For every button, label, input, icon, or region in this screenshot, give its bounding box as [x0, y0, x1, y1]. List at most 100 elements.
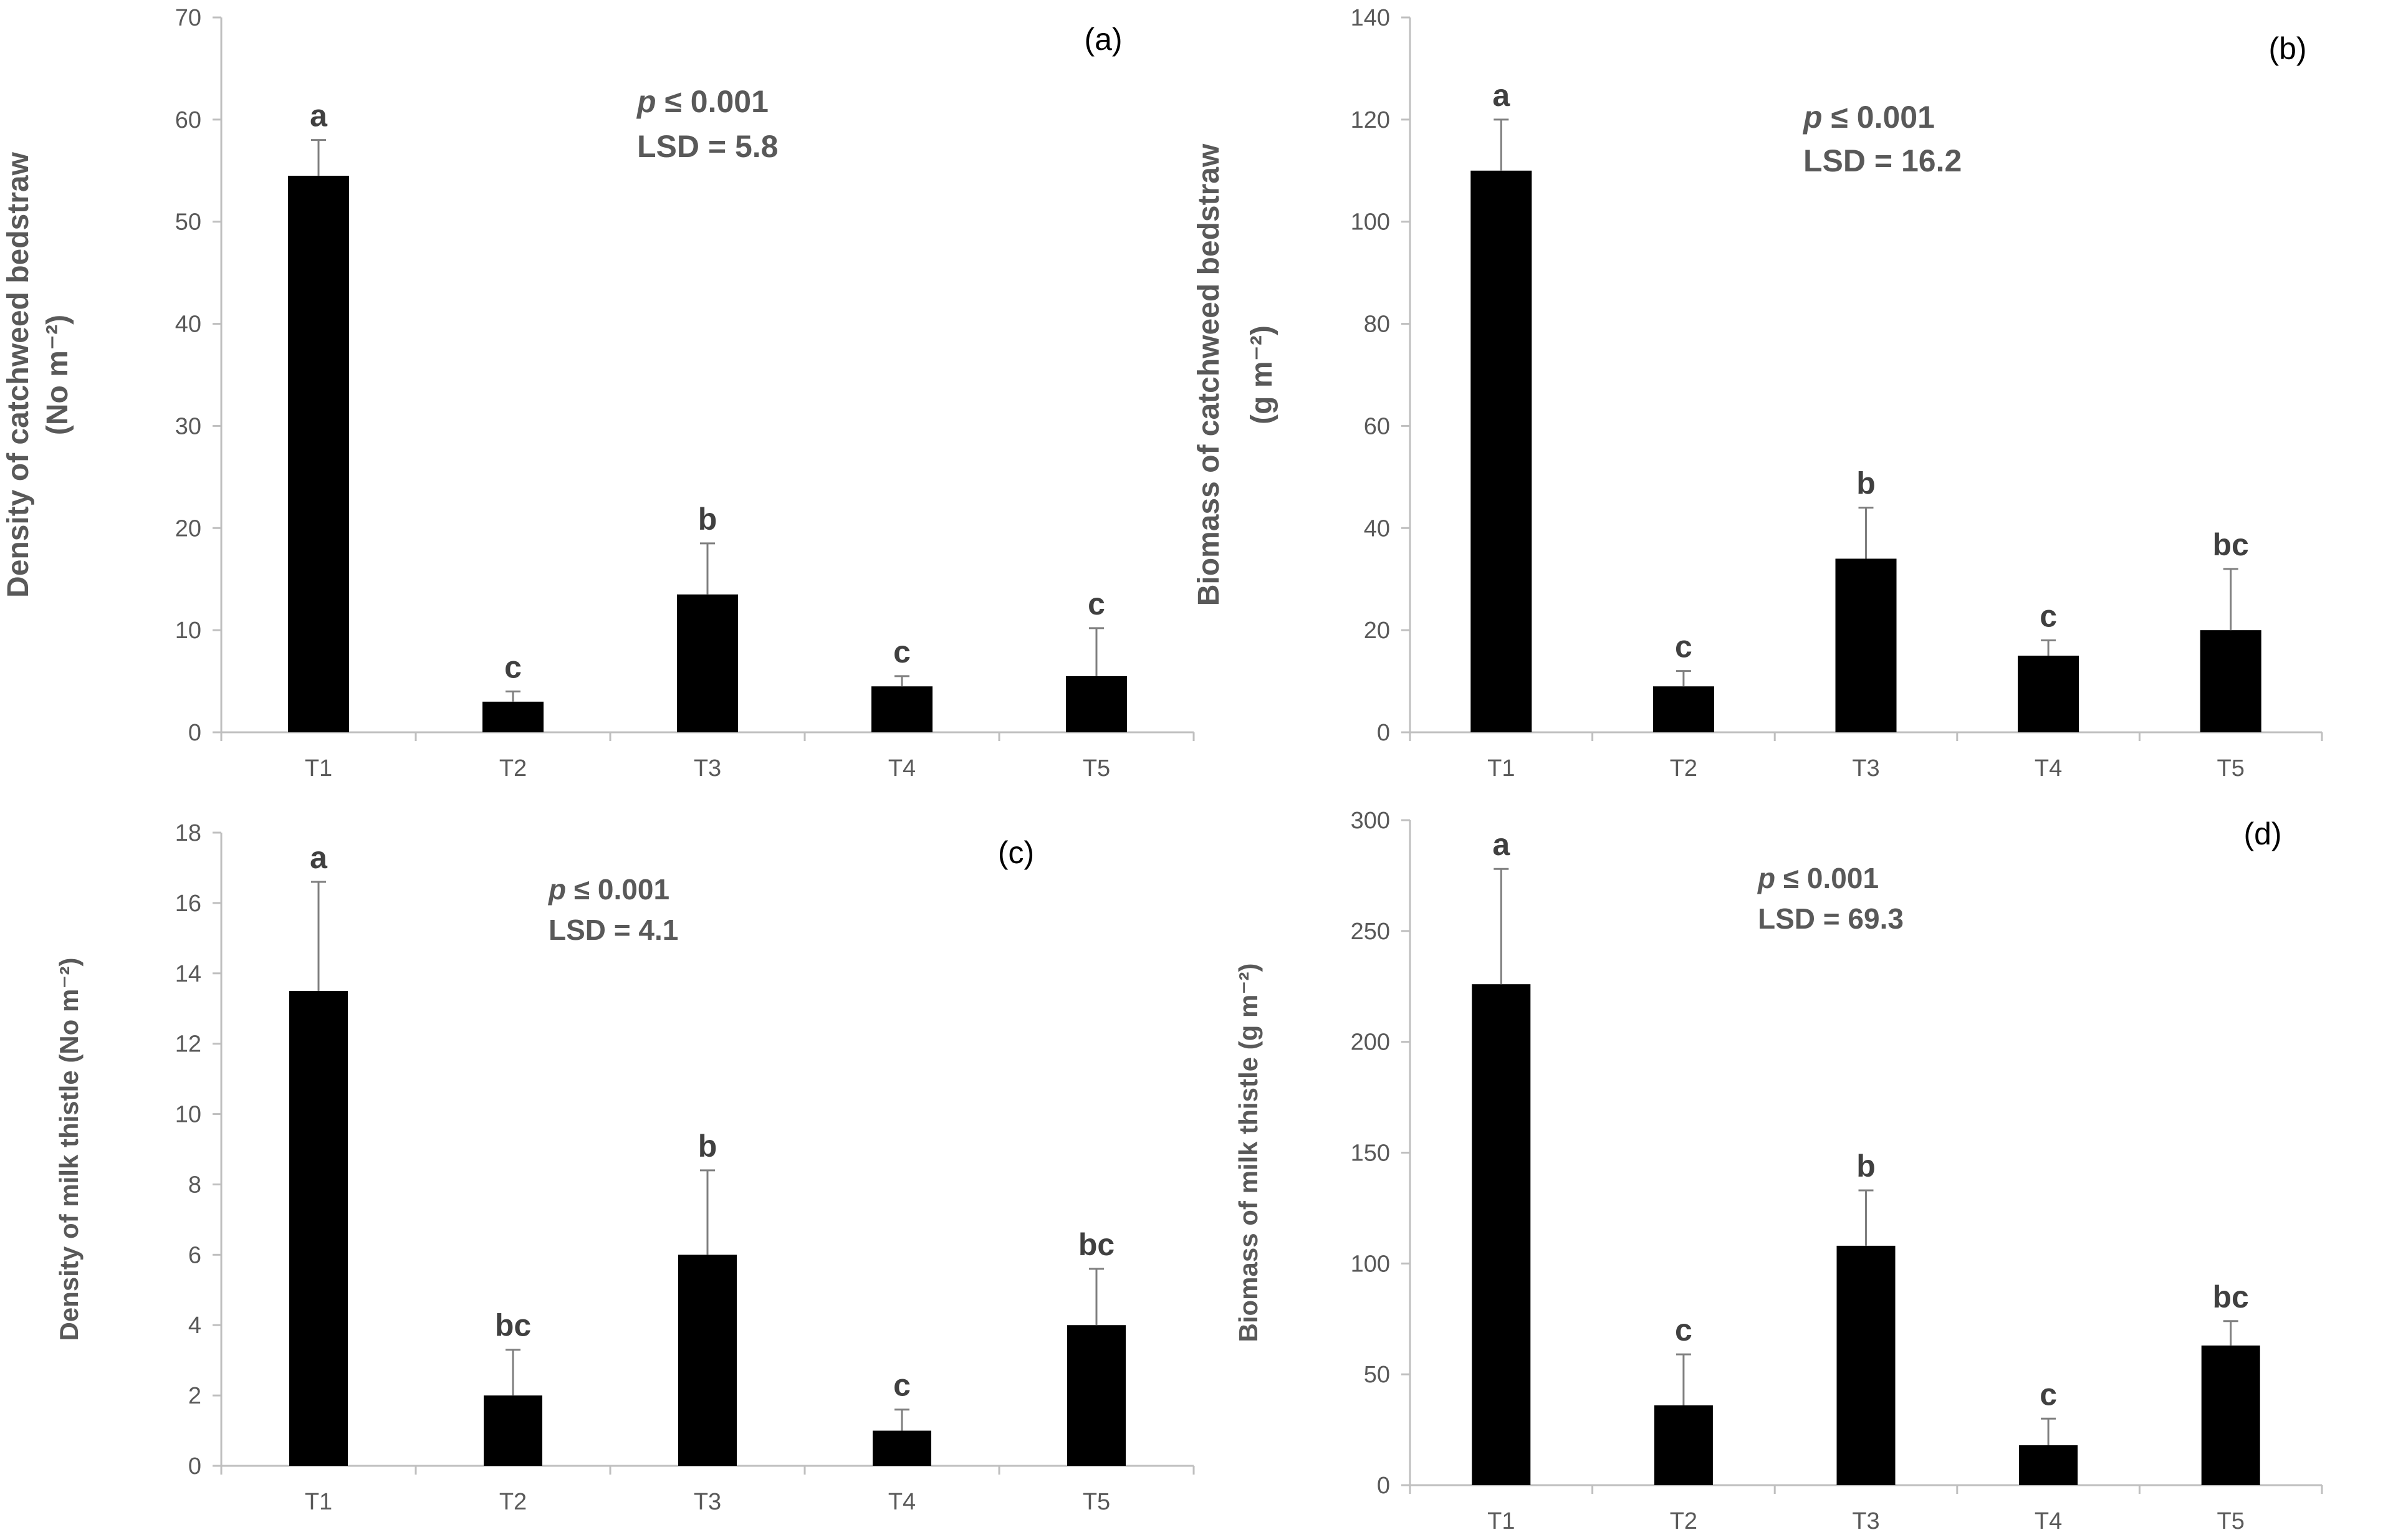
y-tick-label: 150 [1351, 1141, 1390, 1167]
y-tick-label: 0 [1377, 720, 1390, 746]
lsd-annotation: LSD = 4.1 [549, 914, 678, 946]
bar-t2 [1654, 1405, 1713, 1485]
significance-letter: b [698, 1129, 717, 1164]
y-tick-label: 300 [1351, 808, 1390, 834]
bar-t3 [678, 1255, 737, 1466]
significance-letter: a [1492, 827, 1510, 862]
lsd-annotation: LSD = 16.2 [1803, 143, 1962, 178]
significance-letter: c [893, 634, 911, 669]
x-tick-label: T1 [1487, 755, 1515, 782]
y-tick-label: 10 [175, 1102, 201, 1128]
x-tick-label: T4 [2035, 755, 2062, 782]
y-tick-label: 6 [188, 1242, 201, 1268]
y-tick-label: 100 [1351, 1251, 1390, 1277]
panel-label: (b) [2268, 31, 2306, 66]
y-tick-label: 80 [1364, 312, 1390, 338]
y-tick-label: 8 [188, 1172, 201, 1198]
y-axis-title: Density of milk thistle (No m⁻²) [54, 958, 84, 1341]
bar-t1 [1470, 170, 1532, 732]
y-tick-label: 20 [1364, 618, 1390, 644]
x-tick-label: T1 [305, 755, 332, 782]
y-tick-label: 30 [175, 413, 201, 439]
panel-label: (c) [998, 835, 1034, 870]
lsd-annotation: LSD = 5.8 [637, 129, 779, 164]
y-tick-label: 0 [188, 1453, 201, 1480]
x-tick-label: T4 [888, 755, 916, 782]
significance-letter: c [2040, 599, 2057, 634]
y-tick-label: 120 [1351, 107, 1390, 133]
x-tick-label: T3 [694, 755, 721, 782]
p-value-annotation: p ≤ 0.001 [636, 84, 769, 119]
bar-t4 [871, 686, 933, 732]
significance-letter: bc [1078, 1227, 1115, 1262]
chart-panel-d: 0 50 100 150 200 250 300 a T1 c T2 b T3 c T4 bc T5 Biomas… [1234, 808, 2323, 1534]
lsd-annotation: LSD = 69.3 [1758, 902, 1904, 935]
x-tick-label: T1 [305, 1489, 332, 1515]
x-tick-label: T5 [1083, 1489, 1110, 1515]
y-tick-label: 0 [1377, 1473, 1390, 1499]
y-tick-label: 10 [175, 618, 201, 644]
bar-t4 [873, 1430, 931, 1466]
bar-t4 [2019, 1445, 2078, 1485]
panel-label: (d) [2243, 816, 2281, 851]
y-tick-label: 250 [1351, 919, 1390, 945]
significance-letter: c [1088, 586, 1105, 621]
bar-t1 [289, 991, 348, 1466]
y-tick-label: 70 [175, 5, 201, 31]
y-tick-label: 4 [188, 1313, 201, 1339]
y-tick-label: 40 [1364, 515, 1390, 542]
bar-t2 [484, 1395, 542, 1466]
bar-t2 [1652, 686, 1714, 732]
y-axis-title-units: (g m⁻²) [1245, 325, 1278, 424]
y-tick-label: 140 [1351, 5, 1390, 31]
significance-letter: a [310, 98, 328, 133]
y-tick-label: 16 [175, 891, 201, 917]
significance-letter: bc [495, 1308, 531, 1343]
significance-letter: c [1675, 1313, 1692, 1347]
bar-t3 [677, 594, 738, 732]
bar-t3 [1836, 1245, 1896, 1485]
p-value-annotation: p ≤ 0.001 [1757, 862, 1879, 894]
x-tick-label: T3 [1852, 755, 1879, 782]
p-value-annotation: p ≤ 0.001 [1802, 100, 1935, 135]
x-tick-label: T1 [1487, 1508, 1515, 1534]
bar-t4 [2018, 656, 2079, 732]
significance-letter: bc [2213, 527, 2249, 562]
x-tick-label: T2 [1670, 755, 1697, 782]
y-tick-label: 2 [188, 1383, 201, 1409]
significance-letter: c [504, 649, 522, 684]
chart-panel-b: 0 20 40 60 80 100 120 140 a T1 c T2 b T3 c T4 bc T5 Biomas… [1192, 5, 2323, 782]
bar-t3 [1835, 558, 1897, 732]
bar-t1 [1472, 984, 1531, 1485]
bar-t5 [1066, 676, 1127, 732]
significance-letter: a [1492, 78, 1510, 113]
y-tick-label: 60 [175, 107, 201, 133]
y-tick-label: 50 [1364, 1362, 1390, 1388]
x-tick-label: T4 [2035, 1508, 2062, 1534]
y-tick-label: 200 [1351, 1030, 1390, 1056]
panel-label: (a) [1084, 22, 1122, 57]
x-tick-label: T3 [1852, 1508, 1879, 1534]
significance-letter: c [1675, 629, 1692, 664]
y-tick-label: 50 [175, 209, 201, 236]
x-tick-label: T5 [2217, 755, 2245, 782]
y-tick-label: 14 [175, 961, 201, 987]
y-axis-title: Density of catchweed bedstraw [2, 151, 35, 598]
x-tick-label: T4 [888, 1489, 916, 1515]
y-tick-label: 0 [188, 720, 201, 746]
y-tick-label: 100 [1351, 209, 1390, 236]
bar-t5 [2200, 630, 2261, 732]
chart-panel-a: 0 10 20 30 40 50 60 70 a T1 c T2 b T3 c T4 c T5 Density of… [2, 5, 1195, 782]
y-tick-label: 20 [175, 515, 201, 542]
y-axis-title: Biomass of milk thistle (g m⁻²) [1234, 964, 1263, 1342]
significance-letter: bc [2213, 1279, 2249, 1314]
x-tick-label: T2 [1670, 1508, 1697, 1534]
y-tick-label: 12 [175, 1031, 201, 1058]
x-tick-label: T5 [2217, 1508, 2245, 1534]
significance-letter: c [893, 1368, 911, 1403]
bar-t2 [482, 701, 544, 732]
bar-t5 [2201, 1345, 2260, 1485]
significance-letter: b [698, 502, 717, 537]
significance-letter: b [1856, 1149, 1876, 1184]
